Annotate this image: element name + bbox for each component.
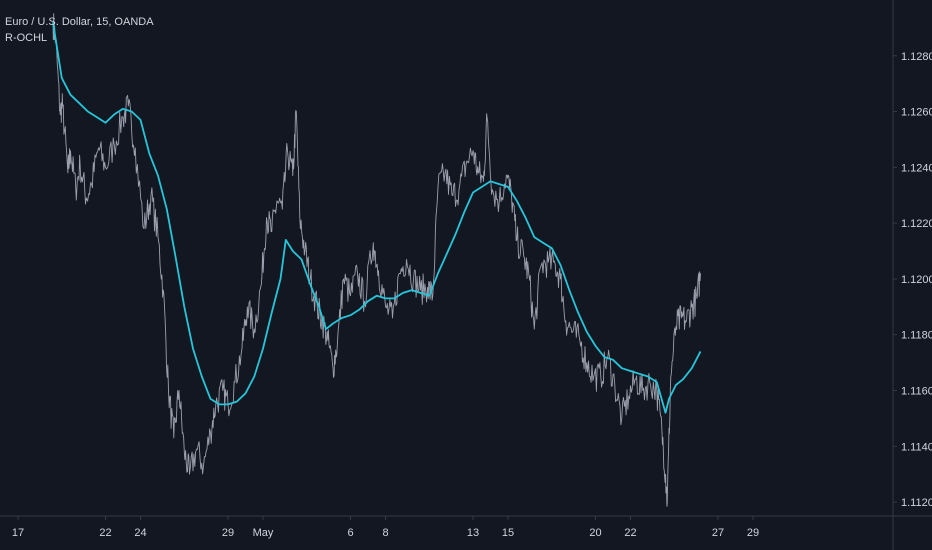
x-tick-label: 27: [712, 527, 724, 539]
y-tick-label: 1.12200: [901, 218, 932, 230]
x-tick-label: 15: [502, 527, 514, 539]
indicator-series-group: [52, 22, 702, 414]
x-tick-label: 8: [382, 527, 388, 539]
y-tick-label: 1.12400: [901, 162, 932, 174]
x-tick-label: 24: [134, 527, 146, 539]
y-tick-label: 1.11800: [901, 330, 932, 342]
y-tick-label: 1.12600: [901, 107, 932, 119]
price-line[interactable]: [52, 13, 701, 507]
x-tick-label: 29: [747, 527, 759, 539]
chart-legend: Euro / U.S. Dollar, 15, OANDA R-OCHL: [5, 14, 154, 46]
x-tick-label: 13: [467, 527, 479, 539]
x-tick-label: 20: [589, 527, 601, 539]
y-tick-label: 1.12800: [901, 51, 932, 63]
y-tick-label: 1.11200: [901, 497, 932, 509]
y-tick-label: 1.11400: [901, 441, 932, 453]
symbol-title[interactable]: Euro / U.S. Dollar, 15, OANDA: [5, 16, 154, 28]
y-tick-label: 1.12000: [901, 274, 932, 286]
y-tick-label: 1.11600: [901, 385, 932, 397]
x-tick-label: 22: [624, 527, 636, 539]
x-tick-label: 22: [99, 527, 111, 539]
indicator-label[interactable]: R-OCHL: [5, 32, 48, 44]
x-tick-label: 6: [347, 527, 353, 539]
price-series-group: [52, 13, 701, 507]
x-tick-label: 29: [222, 527, 234, 539]
x-tick-label: May: [253, 527, 274, 539]
indicator-line[interactable]: [52, 22, 702, 414]
x-tick-label: 17: [12, 527, 24, 539]
